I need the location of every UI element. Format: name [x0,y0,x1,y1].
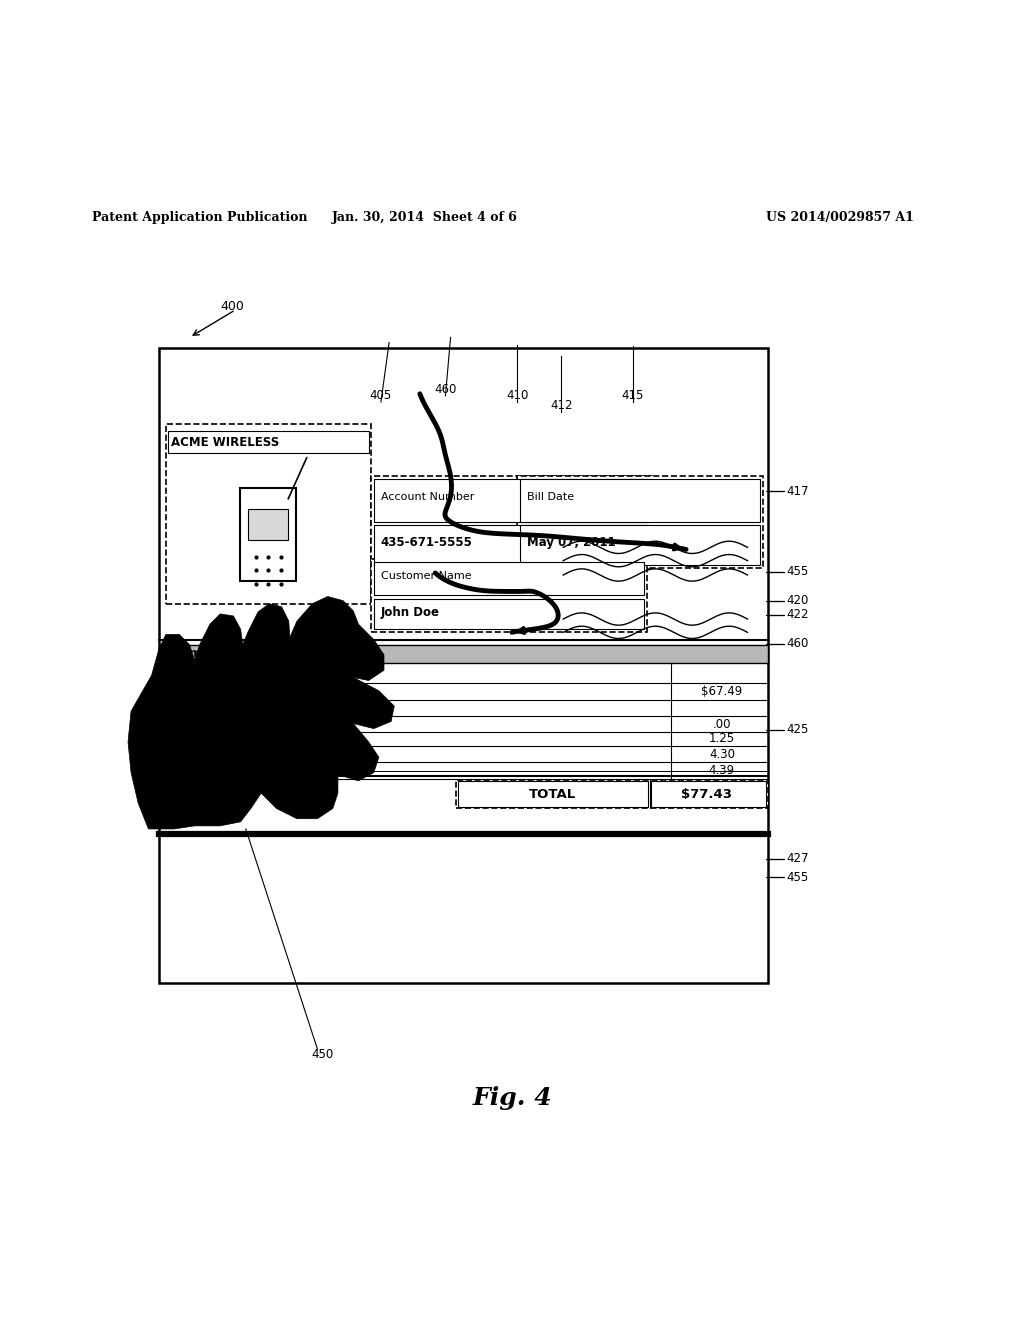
Text: $77.43: $77.43 [681,788,732,801]
Bar [159,347,768,982]
Bar [374,479,649,521]
Bar [374,562,644,595]
Text: .00: .00 [713,718,731,730]
Text: Usage Charges: Usage Charges [169,702,258,714]
Bar [371,475,652,568]
Text: 422: 422 [786,609,809,622]
Text: 427: 427 [786,853,809,865]
Text: Patent Application Publication: Patent Application Publication [92,211,307,224]
Text: 415: 415 [622,389,644,403]
Text: 412: 412 [550,399,572,412]
Text: 460: 460 [434,383,457,396]
Text: Account Number: Account Number [381,492,474,502]
Text: Other Charges and Credits: Other Charges and Credits [169,747,327,760]
Text: Federal Surcharges: Federal Surcharges [169,764,283,777]
Text: US 2014/0029857 A1: US 2014/0029857 A1 [766,211,913,224]
Text: TOTAL: TOTAL [529,788,577,801]
Text: 455: 455 [786,871,809,883]
Text: Bill Date: Bill Date [527,492,574,502]
Text: 460: 460 [786,638,809,651]
Text: 4.30: 4.30 [709,747,735,760]
Text: $67.49: $67.49 [701,685,742,698]
Text: 405: 405 [370,389,392,403]
Bar [520,479,760,521]
Bar [159,644,768,663]
Text: 4.39: 4.39 [709,764,735,777]
Text: 410: 410 [506,389,528,403]
Bar [651,781,766,808]
Text: May 07, 2011: May 07, 2011 [527,536,616,549]
Text: 450: 450 [311,1048,334,1061]
Text: 1.25: 1.25 [709,733,735,746]
Bar [517,475,763,568]
Text: John Doe: John Doe [381,606,440,619]
Bar [240,488,297,581]
Bar [159,644,768,663]
Bar [166,425,371,603]
Text: ACME WIRELESS: ACME WIRELESS [171,437,280,449]
Text: Customer Name: Customer Name [381,570,472,581]
Bar [371,558,647,632]
Bar [374,598,644,630]
Text: 400: 400 [220,300,244,313]
Text: 435-671-5555: 435-671-5555 [381,536,473,549]
Bar [458,781,648,808]
Text: Monthly Access Charges: Monthly Access Charges [169,685,312,698]
Text: Jan. 30, 2014  Sheet 4 of 6: Jan. 30, 2014 Sheet 4 of 6 [332,211,518,224]
Bar [374,525,649,565]
Polygon shape [128,597,394,829]
Bar [520,525,760,565]
Bar [456,780,768,808]
Text: Fig. 4: Fig. 4 [472,1086,552,1110]
Text: 420: 420 [786,594,809,607]
Text: 425: 425 [786,723,809,737]
Text: 417: 417 [786,484,809,498]
Bar [249,510,289,540]
Bar [168,430,369,453]
Text: 455: 455 [786,565,809,578]
Text: Summary: Summary [171,647,238,660]
